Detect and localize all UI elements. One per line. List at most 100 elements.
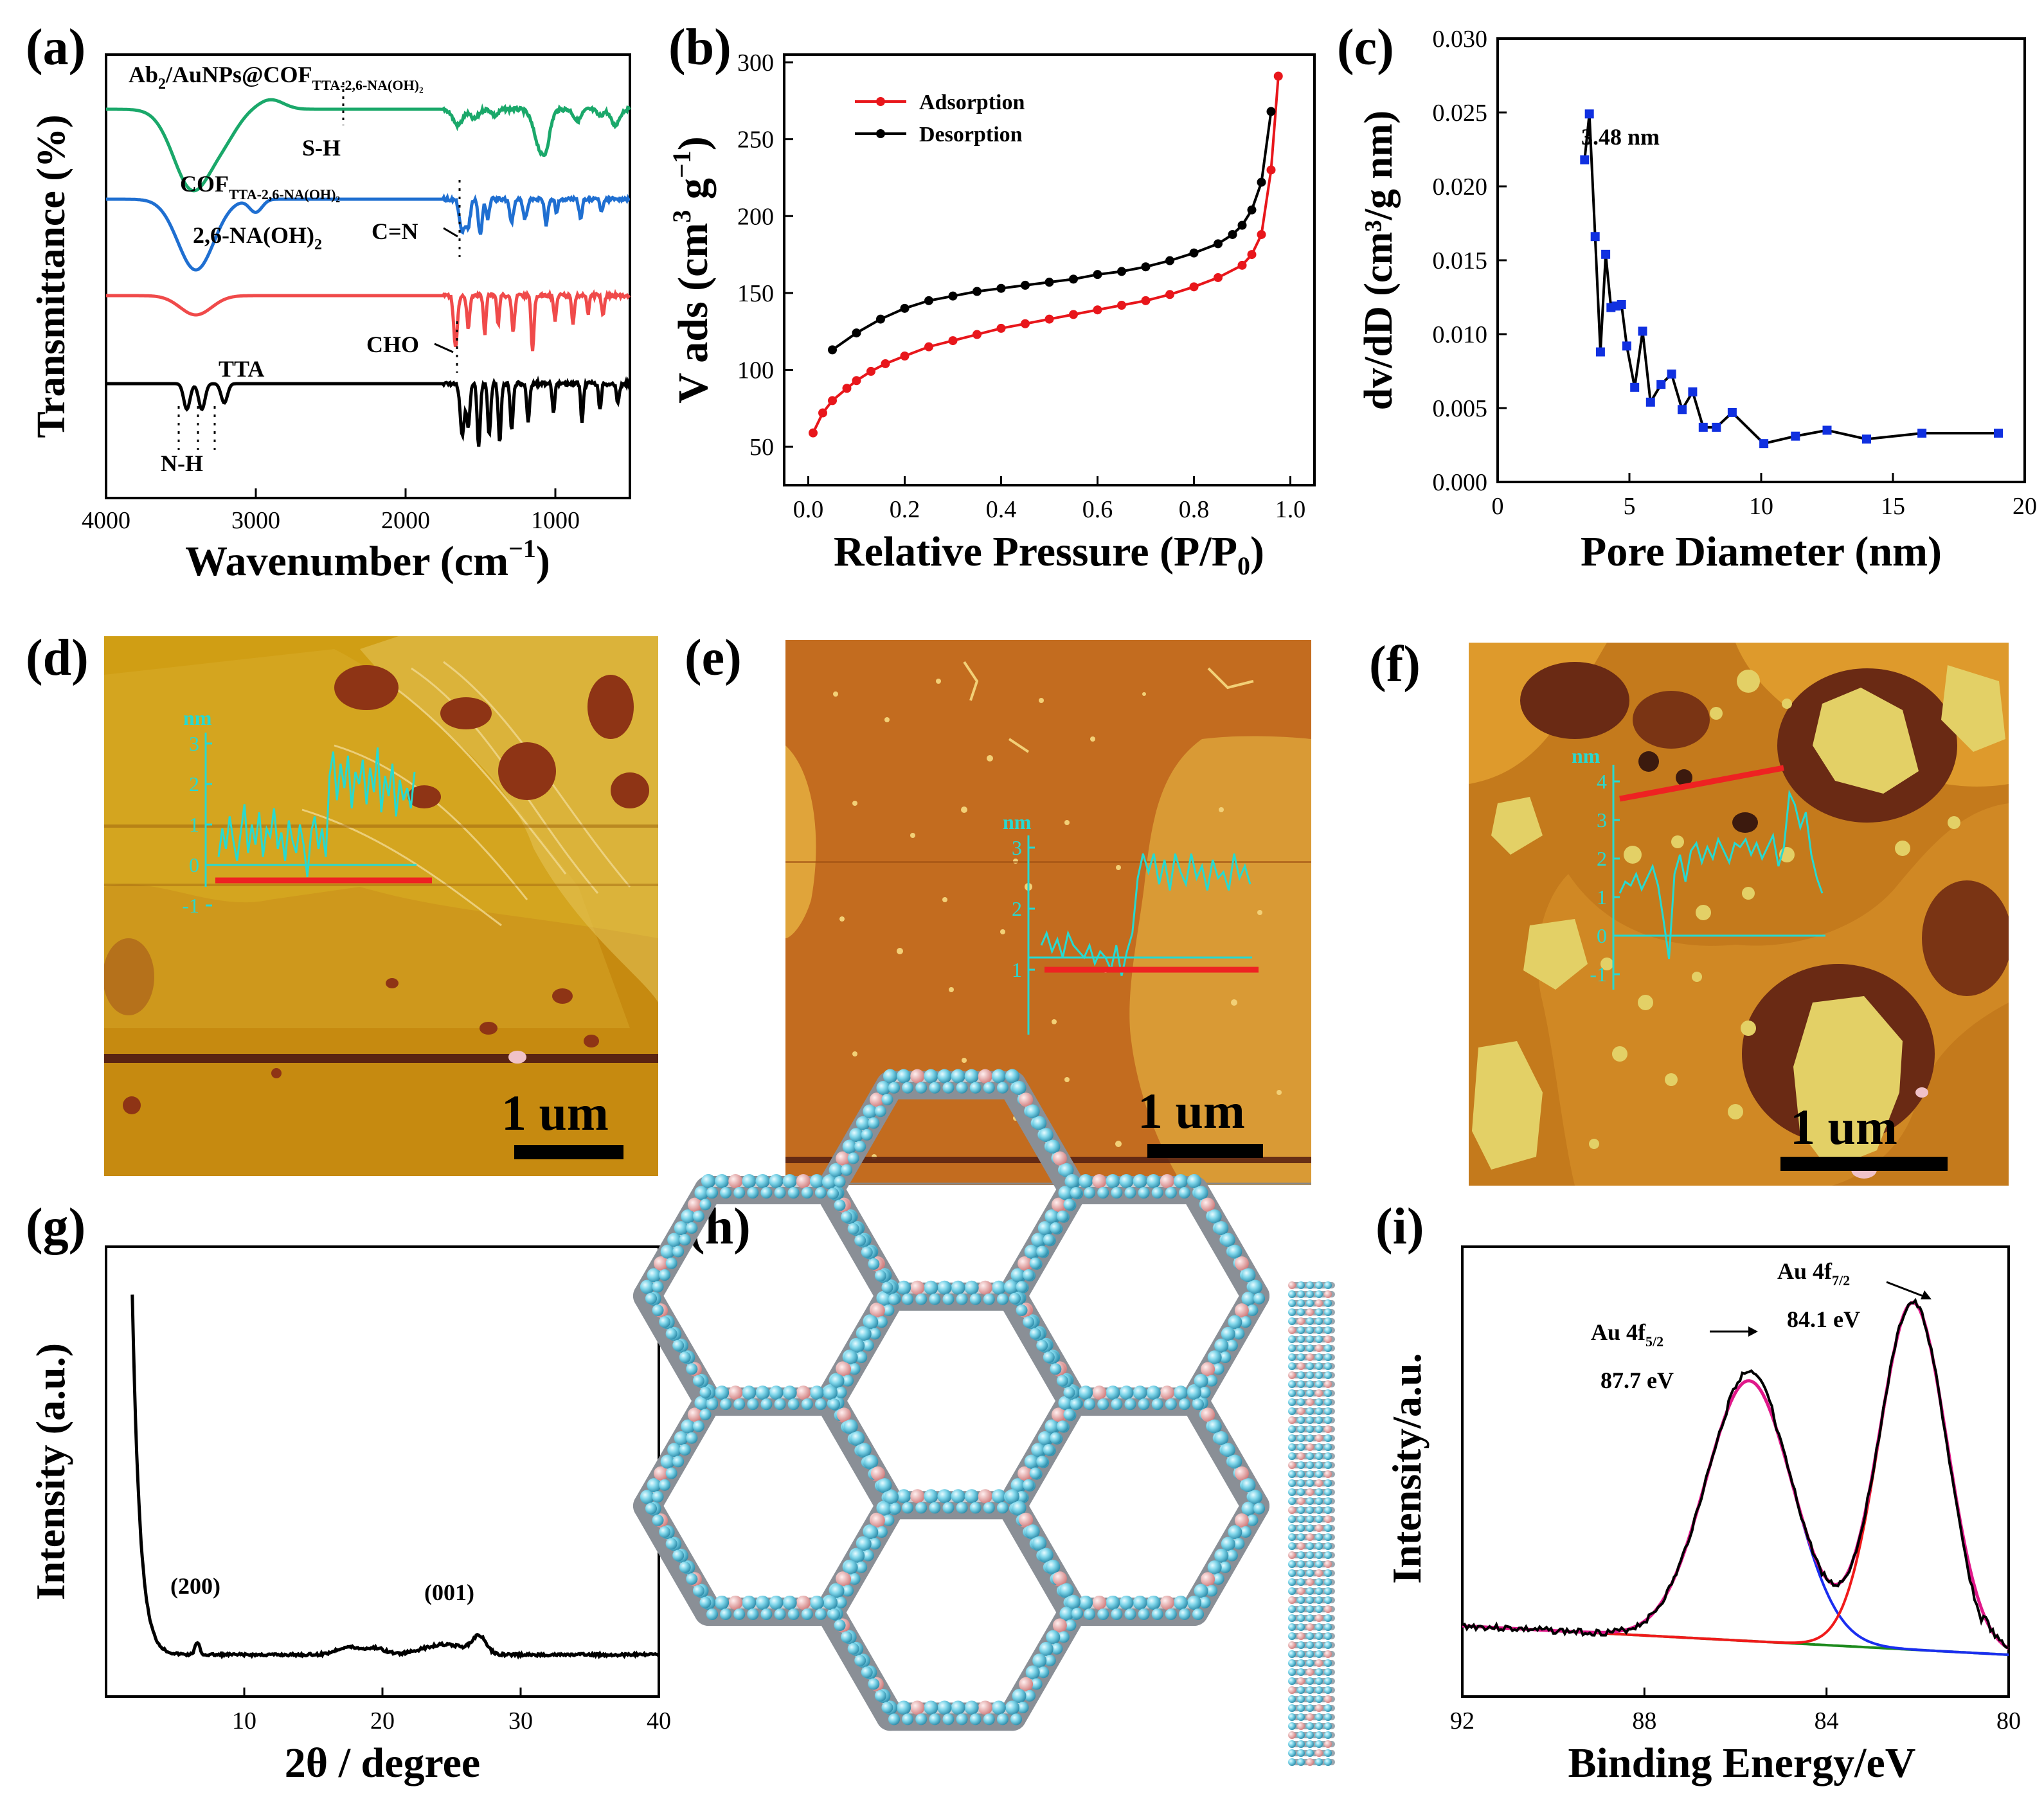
cof-atom	[937, 1700, 952, 1715]
cof-atom	[1315, 1506, 1323, 1514]
cof-atom	[991, 1489, 1006, 1504]
cof-atom	[1315, 1524, 1323, 1532]
cof-atom	[1070, 1398, 1082, 1411]
pore-size-point	[1994, 429, 2003, 438]
cof-atom	[1151, 1398, 1163, 1411]
cof-atom	[1059, 1163, 1074, 1177]
cof-atom	[1019, 1677, 1034, 1691]
cof-atom	[863, 1104, 877, 1119]
isotherm-point-adsorption	[1093, 305, 1102, 315]
cof-atom	[1194, 1186, 1208, 1200]
cof-atom	[1246, 1514, 1259, 1526]
xps-label-au4f52: Au 4f5/2	[1591, 1319, 1663, 1350]
afm-e-scale-bar	[1147, 1144, 1263, 1158]
cof-atom	[1288, 1560, 1296, 1568]
cof-atom	[1046, 1630, 1061, 1644]
cof-atom	[1315, 1632, 1323, 1640]
isotherm-point-desorption	[1237, 220, 1247, 230]
cof-atom	[924, 1489, 938, 1504]
cof-atom	[1324, 1479, 1332, 1487]
cof-atom	[728, 1174, 743, 1189]
cof-atom	[1043, 1234, 1055, 1246]
cof-atom	[1324, 1722, 1332, 1730]
cof-atom	[1037, 1221, 1052, 1236]
cof-atom	[1297, 1542, 1305, 1550]
pore-size-point	[1667, 370, 1676, 379]
cof-atom	[755, 1174, 770, 1189]
cof-atom	[861, 1666, 873, 1679]
panel-b-isotherm: 0.0 0.2 0.4 0.6 0.8 1.0 50 100 150 200 250 300 Adso…	[667, 49, 1316, 580]
cof-atom	[1207, 1209, 1222, 1224]
cof-atom	[1106, 1595, 1120, 1610]
cof-atom	[969, 1713, 982, 1725]
cof-atom	[1324, 1650, 1332, 1658]
cof-atom	[854, 1234, 866, 1247]
cof-atom	[1106, 1386, 1120, 1400]
cof-atom	[1297, 1353, 1305, 1361]
panel-c-xtick-label: 20	[2013, 493, 2037, 520]
cof-atom	[1324, 1362, 1332, 1370]
isotherm-point-desorption	[1093, 270, 1102, 280]
cof-atom	[1016, 1304, 1028, 1316]
cof-atom	[881, 1281, 893, 1294]
cof-atom	[951, 1700, 965, 1715]
cof-atom	[728, 1595, 743, 1610]
cof-atom	[888, 1293, 900, 1305]
xps-label-au-main-2: Au 4f	[1777, 1258, 1833, 1284]
ftir-cn-arrow	[443, 227, 458, 238]
cof-atom	[1297, 1722, 1305, 1730]
cof-atom	[1315, 1281, 1323, 1289]
cof-atom	[1315, 1416, 1323, 1424]
cof-atom	[654, 1256, 668, 1271]
isotherm-point-adsorption	[809, 428, 818, 438]
cof-atom	[869, 1092, 884, 1107]
cof-atom	[1297, 1668, 1305, 1676]
cof-atom	[652, 1281, 664, 1293]
xps-label-p2-sub: 7/2	[1832, 1272, 1850, 1288]
cof-atom	[1024, 1244, 1039, 1259]
cof-atom	[1324, 1317, 1332, 1325]
cof-atom	[1288, 1668, 1296, 1676]
cof-atom	[956, 1713, 968, 1725]
cof-atom	[1025, 1524, 1040, 1539]
cof-atom	[869, 1328, 881, 1340]
cof-atom	[1288, 1632, 1296, 1640]
pore-size-point	[1822, 425, 1832, 435]
cof-atom	[1005, 1069, 1019, 1083]
cof-atom	[1315, 1353, 1323, 1361]
panel-label-c: (c)	[1337, 19, 1394, 76]
cof-atom	[857, 1537, 872, 1551]
cof-atom	[969, 1502, 982, 1514]
cof-atom	[1315, 1695, 1323, 1703]
cof-atom	[1324, 1623, 1332, 1631]
cof-atom	[951, 1069, 965, 1083]
cof-atom	[1044, 1419, 1059, 1434]
afm-d-pit	[334, 665, 399, 710]
cof-atom	[910, 1700, 925, 1715]
cof-atom	[787, 1608, 800, 1620]
cof-atom	[1315, 1542, 1323, 1550]
cof-atom	[720, 1187, 732, 1199]
cof-atom	[1214, 1339, 1229, 1353]
isotherm-point-adsorption	[1044, 314, 1054, 324]
cof-atom	[1324, 1713, 1332, 1721]
cof-atom	[1199, 1386, 1211, 1398]
cof-atom	[902, 1082, 914, 1094]
cof-atom	[1324, 1299, 1332, 1307]
panel-a-y-axis-label: Transmittance (%)	[30, 114, 73, 438]
cof-atom	[1173, 1174, 1188, 1189]
cof-atom	[1288, 1380, 1296, 1388]
cof-atom	[1315, 1470, 1323, 1478]
cof-atom	[733, 1608, 746, 1620]
cof-atom	[1051, 1643, 1063, 1655]
cof-atom	[1288, 1353, 1296, 1361]
cof-atom	[1324, 1524, 1332, 1532]
cof-atom	[875, 1316, 888, 1328]
cof-atom	[836, 1151, 850, 1166]
isotherm-point-desorption	[924, 296, 933, 305]
cof-atom	[1324, 1551, 1332, 1559]
cof-atom	[874, 1270, 886, 1282]
cof-atom	[888, 1082, 900, 1094]
cof-atom	[1288, 1596, 1296, 1604]
afm-d-scale-label: 1 um	[501, 1085, 609, 1141]
